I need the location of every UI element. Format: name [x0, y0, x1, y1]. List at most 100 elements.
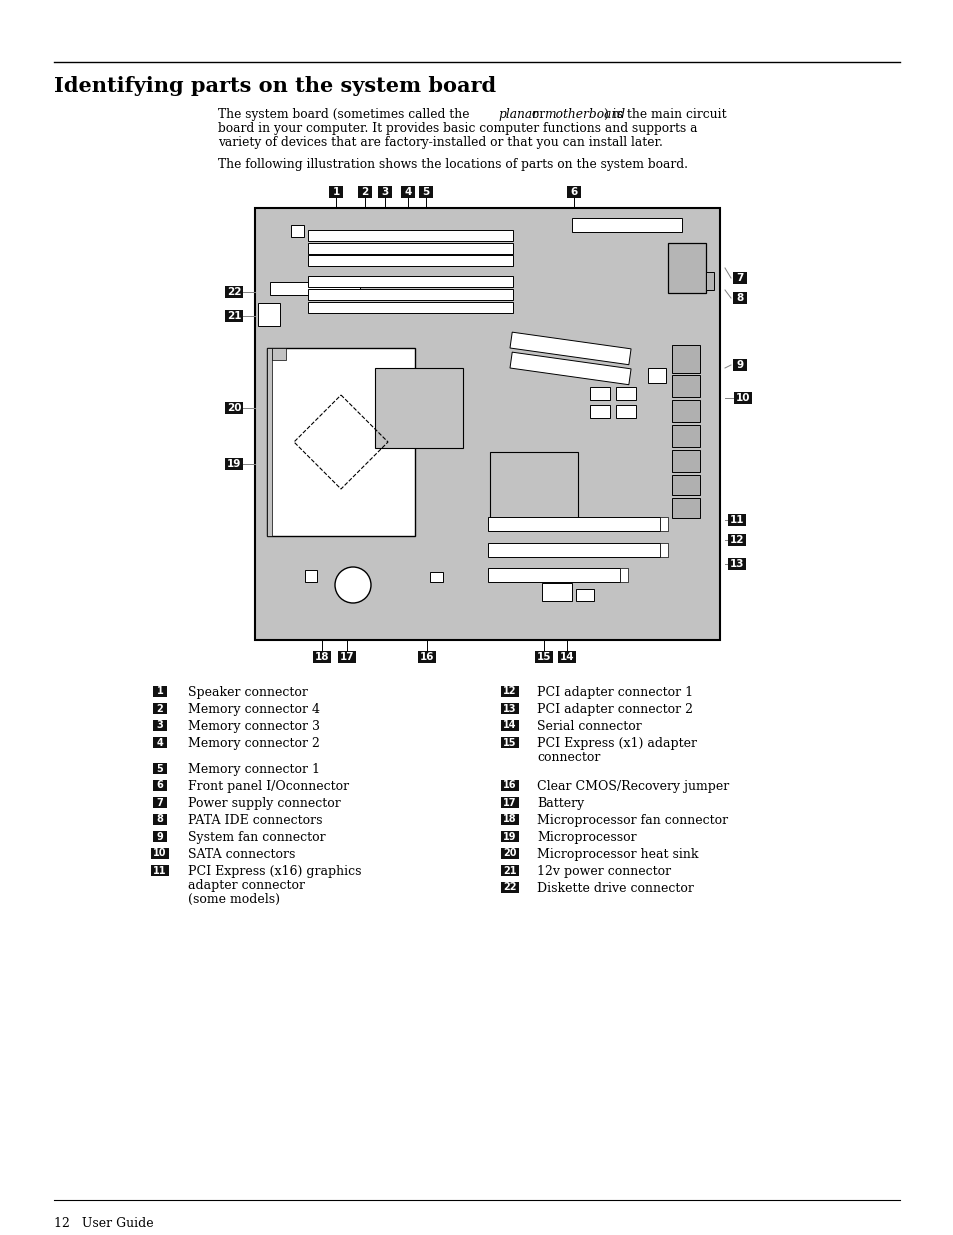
Bar: [488, 543, 659, 557]
Bar: [308, 303, 513, 312]
Bar: [488, 568, 619, 582]
Text: 16: 16: [419, 652, 434, 662]
Bar: [272, 348, 286, 359]
Text: 22: 22: [503, 883, 517, 893]
Text: 16: 16: [503, 781, 517, 790]
Text: 10: 10: [735, 393, 749, 403]
Bar: [152, 763, 167, 774]
Text: motherboard: motherboard: [543, 107, 624, 121]
Text: Microprocessor fan connector: Microprocessor fan connector: [537, 814, 727, 827]
Bar: [732, 359, 746, 370]
Text: board in your computer. It provides basic computer functions and supports a: board in your computer. It provides basi…: [218, 122, 697, 135]
Bar: [671, 400, 700, 422]
Text: 6: 6: [570, 186, 577, 198]
Bar: [225, 310, 243, 322]
Bar: [541, 583, 572, 601]
Bar: [616, 387, 636, 400]
Bar: [732, 291, 746, 304]
Text: 1: 1: [156, 687, 163, 697]
Text: 11: 11: [153, 866, 167, 876]
Text: PATA IDE connectors: PATA IDE connectors: [188, 814, 322, 827]
Bar: [659, 517, 667, 531]
Text: 19: 19: [503, 831, 517, 841]
Bar: [727, 558, 745, 571]
Text: System fan connector: System fan connector: [188, 831, 325, 844]
Text: 14: 14: [559, 652, 574, 662]
Bar: [500, 797, 518, 808]
Text: 18: 18: [314, 652, 329, 662]
Text: 12: 12: [729, 535, 743, 545]
Bar: [616, 405, 636, 417]
Text: adapter connector: adapter connector: [188, 879, 305, 892]
Text: Clear CMOS/Recovery jumper: Clear CMOS/Recovery jumper: [537, 781, 728, 793]
Text: 15: 15: [537, 652, 551, 662]
Text: Memory connector 1: Memory connector 1: [188, 763, 319, 776]
Bar: [500, 685, 518, 697]
Text: 13: 13: [729, 559, 743, 569]
Bar: [589, 405, 609, 417]
Bar: [308, 230, 513, 241]
Text: 13: 13: [503, 704, 517, 714]
Text: 14: 14: [503, 720, 517, 730]
Ellipse shape: [335, 567, 371, 603]
Text: 9: 9: [736, 359, 742, 370]
Bar: [430, 572, 442, 582]
Text: 12: 12: [503, 687, 517, 697]
Text: 4: 4: [156, 737, 163, 747]
Bar: [308, 275, 513, 287]
Bar: [418, 186, 433, 198]
Text: 11: 11: [729, 515, 743, 525]
Text: 20: 20: [503, 848, 517, 858]
Bar: [619, 568, 627, 582]
Bar: [313, 651, 331, 663]
Bar: [254, 207, 720, 640]
Text: 1: 1: [332, 186, 339, 198]
Text: 2: 2: [361, 186, 368, 198]
Bar: [705, 272, 713, 290]
Text: Memory connector 2: Memory connector 2: [188, 737, 319, 750]
Text: ) is the main circuit: ) is the main circuit: [603, 107, 726, 121]
Bar: [647, 368, 665, 383]
Bar: [671, 450, 700, 472]
Text: Diskette drive connector: Diskette drive connector: [537, 882, 693, 895]
Bar: [500, 720, 518, 731]
Text: 10: 10: [153, 848, 167, 858]
Text: 21: 21: [503, 866, 517, 876]
Text: 22: 22: [227, 287, 241, 296]
Bar: [152, 720, 167, 731]
Text: 6: 6: [156, 781, 163, 790]
Text: 9: 9: [156, 831, 163, 841]
Bar: [337, 651, 355, 663]
Bar: [308, 254, 513, 266]
Bar: [151, 864, 169, 876]
Text: PCI adapter connector 2: PCI adapter connector 2: [537, 703, 692, 716]
Text: Microprocessor heat sink: Microprocessor heat sink: [537, 848, 698, 861]
Text: or: or: [527, 107, 548, 121]
Bar: [490, 452, 578, 530]
Text: Speaker connector: Speaker connector: [188, 685, 308, 699]
Bar: [659, 543, 667, 557]
Bar: [500, 831, 518, 842]
Text: 5: 5: [422, 186, 429, 198]
Text: The following illustration shows the locations of parts on the system board.: The following illustration shows the loc…: [218, 158, 687, 170]
Text: planar: planar: [497, 107, 537, 121]
Bar: [291, 225, 304, 237]
Text: Identifying parts on the system board: Identifying parts on the system board: [54, 77, 496, 96]
Bar: [267, 348, 272, 536]
Bar: [225, 403, 243, 414]
Text: 17: 17: [339, 652, 354, 662]
Text: 19: 19: [227, 459, 241, 469]
Text: The system board (sometimes called the: The system board (sometimes called the: [218, 107, 473, 121]
Bar: [225, 287, 243, 298]
Bar: [500, 703, 518, 714]
Text: 8: 8: [156, 815, 163, 825]
Bar: [510, 332, 630, 364]
Bar: [500, 737, 518, 748]
Bar: [510, 352, 630, 384]
Bar: [671, 425, 700, 447]
Bar: [572, 219, 681, 232]
Text: PCI adapter connector 1: PCI adapter connector 1: [537, 685, 693, 699]
Text: 18: 18: [502, 815, 517, 825]
Text: 7: 7: [736, 273, 743, 283]
Bar: [357, 186, 372, 198]
